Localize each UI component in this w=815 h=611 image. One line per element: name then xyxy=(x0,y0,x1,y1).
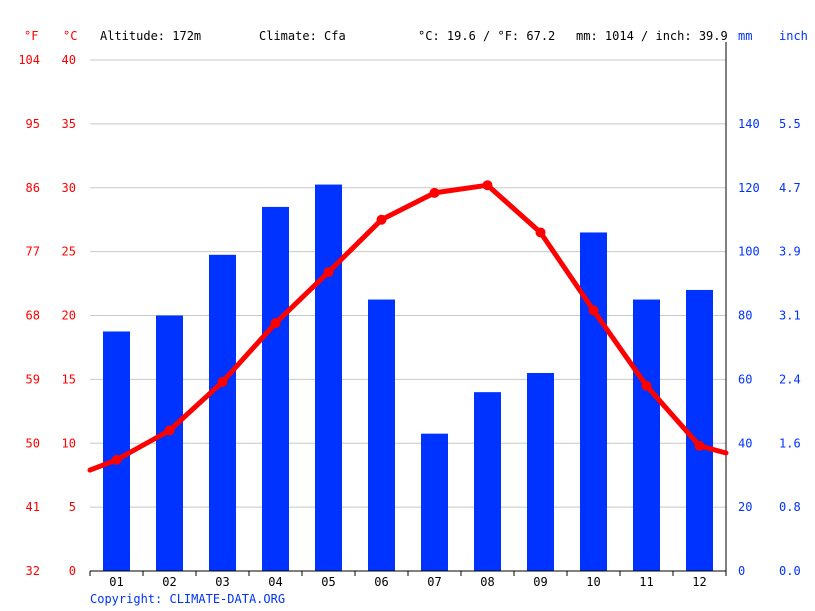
month-tick-label: 02 xyxy=(162,575,176,589)
unit-inch-label: inch xyxy=(779,29,808,43)
inch-tick-label: 3.9 xyxy=(779,245,801,259)
month-tick-label: 01 xyxy=(109,575,123,589)
precipitation-bars xyxy=(103,184,713,571)
fahrenheit-tick-label: 77 xyxy=(26,245,40,259)
temperature-point xyxy=(111,454,122,465)
month-tick-label: 04 xyxy=(268,575,282,589)
x-axis: 01 02 03 04 05 06 07 08 09 10 11 12 xyxy=(89,570,727,589)
temperature-point xyxy=(535,227,546,238)
temperature-point xyxy=(429,187,440,198)
month-tick-label: 09 xyxy=(533,575,547,589)
inch-tick-label: 0.0 xyxy=(779,564,801,578)
celsius-tick-label: 15 xyxy=(62,372,76,386)
month-tick-label: 10 xyxy=(586,575,600,589)
fahrenheit-tick-label: 50 xyxy=(26,436,40,450)
month-tick-label: 03 xyxy=(215,575,229,589)
mm-tick-label: 140 xyxy=(738,117,760,131)
fahrenheit-tick-label: 86 xyxy=(26,181,40,195)
precipitation-bar xyxy=(156,315,183,571)
celsius-tick-label: 25 xyxy=(62,245,76,259)
precipitation-bar xyxy=(686,289,713,571)
altitude-label: Altitude: 172m xyxy=(100,29,201,43)
precipitation-bar xyxy=(633,299,660,571)
temperature-point xyxy=(217,376,228,387)
grid-lines xyxy=(90,42,727,571)
climate-label: Climate: Cfa xyxy=(259,29,346,43)
unit-celsius-label: °C xyxy=(63,29,77,43)
precipitation-bar xyxy=(421,433,448,571)
temperature-point xyxy=(270,318,281,329)
temperature-point xyxy=(641,380,652,391)
celsius-tick-label: 0 xyxy=(69,564,76,578)
inch-tick-label: 2.4 xyxy=(779,372,801,386)
inch-tick-label: 0.8 xyxy=(779,500,801,514)
fahrenheit-tick-label: 59 xyxy=(26,372,40,386)
month-tick-label: 07 xyxy=(427,575,441,589)
month-tick-label: 11 xyxy=(639,575,653,589)
mm-tick-label: 20 xyxy=(738,500,752,514)
temperature-point xyxy=(588,305,599,316)
copyright-link[interactable]: Copyright: CLIMATE-DATA.ORG xyxy=(90,592,285,606)
precipitation-bar xyxy=(474,392,501,571)
celsius-tick-label: 40 xyxy=(62,53,76,67)
fahrenheit-tick-label: 95 xyxy=(26,117,40,131)
month-tick-label: 06 xyxy=(374,575,388,589)
inch-tick-label: 4.7 xyxy=(779,181,801,195)
mm-tick-label: 0 xyxy=(738,564,745,578)
temperature-point xyxy=(482,180,493,191)
month-tick-label: 12 xyxy=(692,575,706,589)
temperature-point xyxy=(694,440,705,451)
celsius-tick-label: 30 xyxy=(62,181,76,195)
axis-tick-labels: 0 32 5 41 10 50 15 59 20 68 25 77 30 86 35 95 40 104 0 0.0 2… xyxy=(18,53,800,578)
mm-tick-label: 120 xyxy=(738,181,760,195)
unit-mm-label: mm xyxy=(738,29,752,43)
celsius-tick-label: 20 xyxy=(62,309,76,323)
precipitation-bar xyxy=(209,254,236,571)
mm-tick-label: 60 xyxy=(738,372,752,386)
inch-tick-label: 5.5 xyxy=(779,117,801,131)
fahrenheit-tick-label: 32 xyxy=(26,564,40,578)
fahrenheit-tick-label: 68 xyxy=(26,309,40,323)
celsius-tick-label: 5 xyxy=(69,500,76,514)
precipitation-bar xyxy=(527,372,554,571)
fahrenheit-tick-label: 41 xyxy=(26,500,40,514)
mm-tick-label: 100 xyxy=(738,245,760,259)
mm-tick-label: 80 xyxy=(738,309,752,323)
fahrenheit-tick-label: 104 xyxy=(18,53,40,67)
precipitation-bar xyxy=(315,184,342,571)
precipitation-bar xyxy=(103,331,130,571)
inch-tick-label: 1.6 xyxy=(779,436,801,450)
celsius-tick-label: 10 xyxy=(62,436,76,450)
precipitation-bar xyxy=(368,299,395,571)
precipitation-bar xyxy=(580,232,607,571)
temperature-line xyxy=(87,180,729,473)
month-tick-label: 08 xyxy=(480,575,494,589)
month-tick-label: 05 xyxy=(321,575,335,589)
unit-fahrenheit-label: °F xyxy=(24,29,38,43)
temperature-line-path xyxy=(87,182,729,473)
temperature-average-label: °C: 19.6 / °F: 67.2 xyxy=(418,29,555,43)
precipitation-bar xyxy=(262,206,289,571)
temperature-point xyxy=(164,425,175,436)
celsius-tick-label: 35 xyxy=(62,117,76,131)
precipitation-total-label: mm: 1014 / inch: 39.9 xyxy=(576,29,728,43)
mm-tick-label: 40 xyxy=(738,436,752,450)
temperature-point xyxy=(376,214,387,225)
inch-tick-label: 3.1 xyxy=(779,309,801,323)
temperature-point xyxy=(323,267,334,278)
